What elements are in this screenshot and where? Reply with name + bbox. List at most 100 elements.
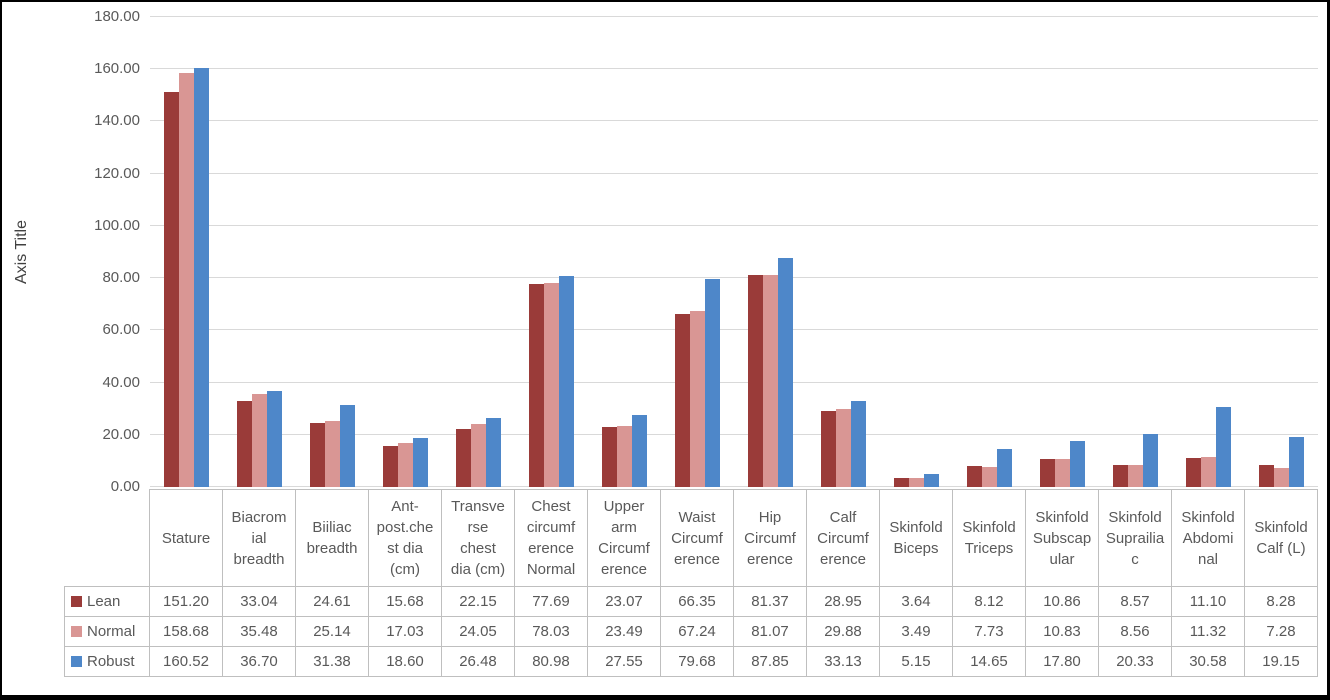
bar-lean[interactable] (602, 426, 617, 487)
bar-group (953, 17, 1026, 487)
bar-robust[interactable] (1216, 407, 1231, 487)
bar-lean[interactable] (821, 411, 836, 487)
table-value-cell: 79.68 (661, 647, 734, 677)
bar-robust[interactable] (778, 257, 793, 487)
bar-normal[interactable] (544, 283, 559, 487)
bar-group (734, 17, 807, 487)
table-value-cell: 67.24 (661, 617, 734, 647)
table-value-cell: 22.15 (442, 587, 515, 617)
bar-robust[interactable] (1070, 440, 1085, 487)
table-header-cell: Skinfold Suprailia c (1099, 489, 1172, 587)
table-value-cell: 33.04 (223, 587, 296, 617)
legend-swatch-robust (71, 656, 82, 667)
y-tick-label: 20.00 (102, 425, 140, 443)
table-header-cell: Skinfold Triceps (953, 489, 1026, 587)
bar-group (223, 17, 296, 487)
bar-group (150, 17, 223, 487)
y-tick-label: 180.00 (94, 8, 140, 25)
bar-lean[interactable] (1186, 458, 1201, 487)
bar-robust[interactable] (413, 438, 428, 487)
bar-robust[interactable] (1143, 433, 1158, 487)
bar-lean[interactable] (383, 446, 398, 487)
bar-normal[interactable] (1055, 458, 1070, 487)
bar-normal[interactable] (325, 421, 340, 487)
bar-robust[interactable] (1289, 437, 1304, 487)
gridline (150, 172, 1318, 174)
bar-normal[interactable] (1128, 464, 1143, 487)
bar-normal[interactable] (1274, 468, 1289, 487)
bar-group (661, 17, 734, 487)
bar-lean[interactable] (1040, 458, 1055, 487)
bar-group (1026, 17, 1099, 487)
series-name: Robust (87, 653, 135, 670)
bar-lean[interactable] (237, 400, 252, 487)
bar-robust[interactable] (194, 67, 209, 487)
bar-group (1245, 17, 1318, 487)
bar-group (369, 17, 442, 487)
table-header-cell: Transve rse chest dia (cm) (442, 489, 515, 587)
bar-robust[interactable] (486, 417, 501, 487)
table-value-cell: 8.12 (953, 587, 1026, 617)
bar-normal[interactable] (836, 408, 851, 487)
bar-robust[interactable] (267, 391, 282, 487)
bar-normal[interactable] (982, 466, 997, 487)
bar-normal[interactable] (398, 442, 413, 487)
bar-lean[interactable] (967, 465, 982, 487)
bar-robust[interactable] (997, 448, 1012, 487)
bar-robust[interactable] (851, 400, 866, 487)
bar-normal[interactable] (763, 275, 778, 487)
bar-lean[interactable] (894, 477, 909, 487)
gridline (150, 68, 1318, 70)
legend-swatch-normal (71, 626, 82, 637)
bar-lean[interactable] (456, 429, 471, 487)
y-axis-title-text: Axis Title (13, 219, 31, 285)
series-label-lean: Lean (64, 587, 150, 617)
table-corner-cell (64, 489, 150, 587)
bar-lean[interactable] (1113, 464, 1128, 487)
y-tick-label: 160.00 (94, 60, 140, 78)
table-value-cell: 8.57 (1099, 587, 1172, 617)
table-header-cell: Skinfold Abdomi nal (1172, 489, 1245, 587)
table-value-cell: 20.33 (1099, 647, 1172, 677)
y-tick-label: 140.00 (94, 112, 140, 130)
bar-robust[interactable] (340, 405, 355, 487)
bar-robust[interactable] (705, 278, 720, 487)
bar-normal[interactable] (690, 311, 705, 487)
bar-group (588, 17, 661, 487)
table-value-cell: 160.52 (150, 647, 223, 677)
gridline (150, 381, 1318, 383)
table-value-cell: 3.49 (880, 617, 953, 647)
bar-normal[interactable] (909, 477, 924, 487)
table-value-cell: 8.28 (1245, 587, 1318, 617)
y-axis-title: Axis Title (2, 17, 42, 487)
legend-swatch-lean (71, 596, 82, 607)
bar-robust[interactable] (924, 473, 939, 487)
bar-robust[interactable] (559, 275, 574, 487)
bar-lean[interactable] (164, 92, 179, 487)
table-value-cell: 14.65 (953, 647, 1026, 677)
series-name: Lean (87, 593, 121, 610)
bar-lean[interactable] (310, 422, 325, 487)
table-value-cell: 87.85 (734, 647, 807, 677)
y-tick-label: 60.00 (102, 321, 140, 339)
bar-normal[interactable] (179, 72, 194, 487)
bar-normal[interactable] (617, 425, 632, 487)
gridline (150, 224, 1318, 226)
bar-robust[interactable] (632, 415, 647, 487)
bar-lean[interactable] (1259, 465, 1274, 487)
table-value-cell: 7.28 (1245, 617, 1318, 647)
bar-lean[interactable] (675, 313, 690, 487)
bar-lean[interactable] (748, 274, 763, 487)
bar-normal[interactable] (471, 424, 486, 487)
gridline (150, 277, 1318, 279)
bar-group (1172, 17, 1245, 487)
table-value-cell: 78.03 (515, 617, 588, 647)
plot-area[interactable] (150, 16, 1318, 487)
bar-normal[interactable] (1201, 457, 1216, 487)
table-header-cell: Skinfold Calf (L) (1245, 489, 1318, 587)
gridline (150, 329, 1318, 331)
bar-lean[interactable] (529, 284, 544, 487)
table-header-cell: Stature (150, 489, 223, 587)
bar-normal[interactable] (252, 394, 267, 487)
